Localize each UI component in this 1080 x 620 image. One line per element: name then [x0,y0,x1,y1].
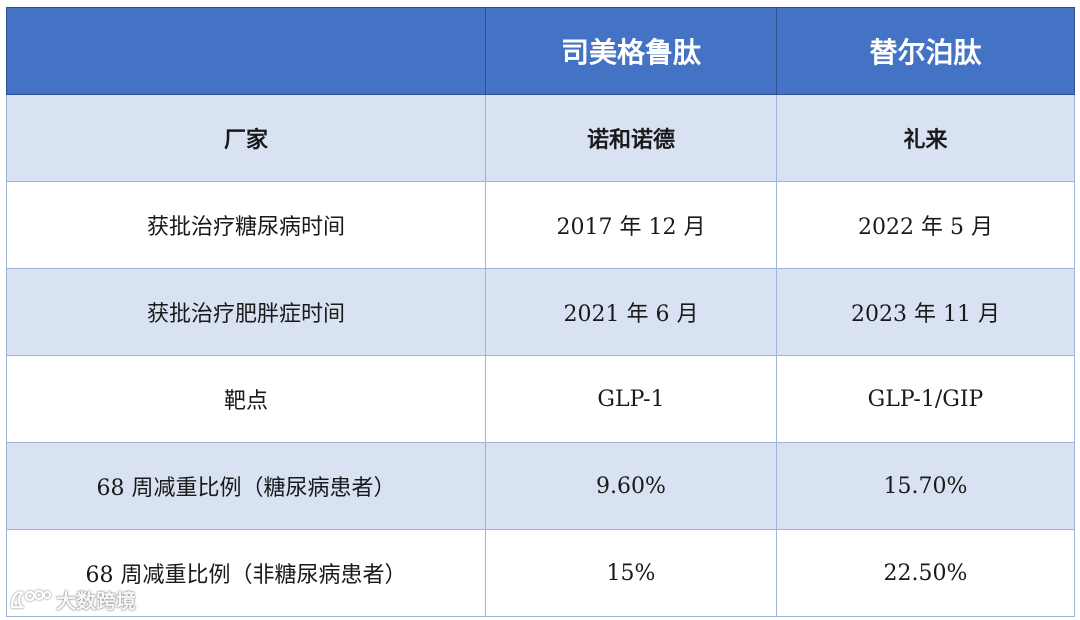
header-cell-tirzepatide: 替尔泊肽 [776,7,1075,95]
cell-semaglutide: GLP-1 [485,355,777,443]
row-label: 靶点 [6,355,486,443]
cell-semaglutide: 2021 年 6 月 [485,268,777,356]
row-label: 厂家 [6,94,486,182]
table-row: 获批治疗糖尿病时间 2017 年 12 月 2022 年 5 月 [6,181,1075,269]
row-label: 68 周减重比例（糖尿病患者） [6,442,486,530]
cell-tirzepatide: GLP-1/GIP [776,355,1075,443]
cell-semaglutide: 9.60% [485,442,777,530]
cell-tirzepatide: 2023 年 11 月 [776,268,1075,356]
comparison-table-wrapper: 司美格鲁肽 替尔泊肽 厂家 诺和诺德 礼来 获批治疗糖尿病时间 2017 年 1… [6,7,1075,617]
cell-semaglutide: 15% [485,529,777,617]
watermark-text: 大数跨境 [56,589,136,613]
row-label: 获批治疗糖尿病时间 [6,181,486,269]
cell-tirzepatide: 15.70% [776,442,1075,530]
watermark-logo-icon [10,589,52,608]
row-label: 获批治疗肥胖症时间 [6,268,486,356]
cell-tirzepatide: 2022 年 5 月 [776,181,1075,269]
table-row: 68 周减重比例（糖尿病患者） 9.60% 15.70% [6,442,1075,530]
cell-semaglutide: 2017 年 12 月 [485,181,777,269]
table-row: 68 周减重比例（非糖尿病患者） 15% 22.50% [6,529,1075,617]
header-cell-empty [6,7,486,95]
cell-semaglutide: 诺和诺德 [485,94,777,182]
cell-tirzepatide: 22.50% [776,529,1075,617]
table-row: 厂家 诺和诺德 礼来 [6,94,1075,182]
table-row: 获批治疗肥胖症时间 2021 年 6 月 2023 年 11 月 [6,268,1075,356]
cell-tirzepatide: 礼来 [776,94,1075,182]
table-row: 靶点 GLP-1 GLP-1/GIP [6,355,1075,443]
header-cell-semaglutide: 司美格鲁肽 [485,7,777,95]
row-label: 68 周减重比例（非糖尿病患者） [6,529,486,617]
comparison-table: 司美格鲁肽 替尔泊肽 厂家 诺和诺德 礼来 获批治疗糖尿病时间 2017 年 1… [6,7,1075,617]
header-row: 司美格鲁肽 替尔泊肽 [6,7,1075,95]
watermark: 大数跨境 [8,585,136,614]
